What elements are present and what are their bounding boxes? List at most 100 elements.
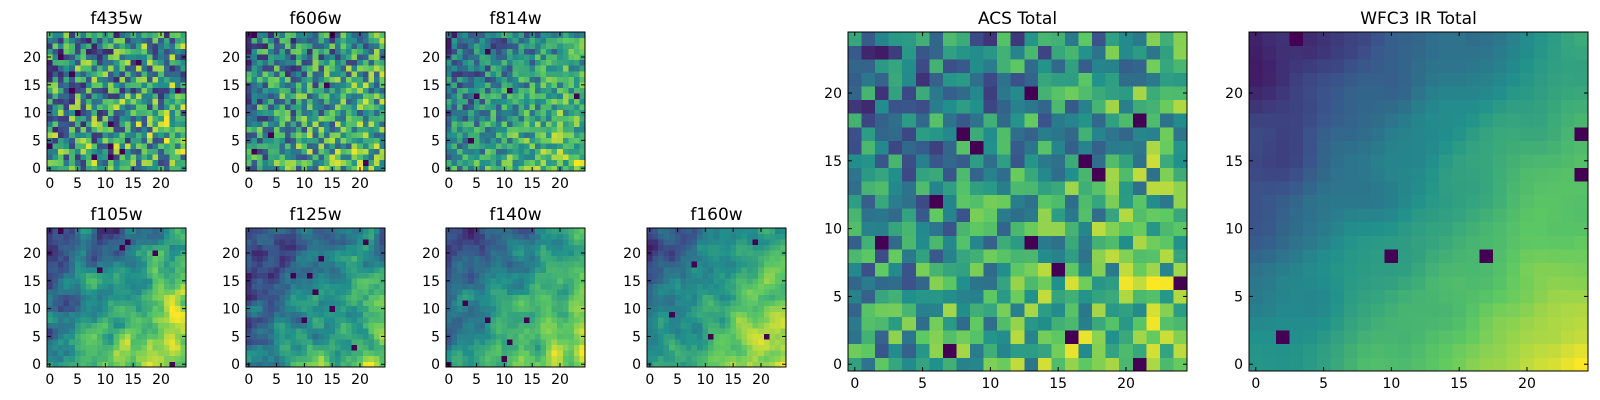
heatmap-cell	[379, 261, 386, 268]
heatmap-cell	[479, 32, 486, 38]
heatmap-cell	[124, 244, 131, 251]
heatmap-cell	[540, 37, 547, 44]
heatmap-cell	[529, 239, 536, 246]
heatmap-cell	[546, 283, 552, 290]
heatmap-cell	[540, 355, 547, 362]
heatmap-cell	[490, 294, 497, 301]
heatmap-cell	[58, 305, 65, 312]
heatmap-cell	[373, 311, 380, 318]
heatmap-cell	[323, 115, 330, 122]
heatmap-cell	[446, 322, 452, 329]
heatmap-cell	[674, 350, 681, 357]
heatmap-cell	[562, 278, 569, 284]
heatmap-cell	[273, 126, 280, 133]
heatmap-cell	[1078, 303, 1093, 318]
heatmap-cell	[468, 32, 475, 38]
heatmap-cell	[658, 311, 665, 318]
heatmap-cell	[708, 233, 715, 240]
heatmap-cell	[473, 294, 480, 301]
heatmap-cell	[351, 43, 358, 50]
heatmap-cell	[373, 104, 380, 111]
heatmap-cell	[102, 300, 109, 307]
heatmap-cell	[52, 65, 59, 72]
heatmap-cell	[540, 250, 547, 257]
heatmap-cell	[47, 104, 53, 111]
heatmap-cell	[534, 126, 541, 133]
heatmap-cell	[362, 305, 369, 312]
heatmap-cell	[334, 87, 341, 94]
heatmap-cell	[997, 357, 1012, 372]
heatmap-cell	[251, 289, 258, 296]
heatmap-cell	[540, 76, 547, 83]
heatmap-cell	[340, 255, 347, 262]
heatmap-cell	[340, 355, 347, 362]
heatmap-cell	[130, 59, 137, 66]
heatmap-cell	[58, 255, 65, 262]
heatmap-cell	[318, 328, 325, 334]
heatmap-cell	[724, 322, 731, 329]
heatmap-cell	[63, 93, 70, 100]
heatmap-cell	[888, 289, 903, 304]
heatmap-cell	[257, 250, 264, 257]
heatmap-cell	[507, 143, 514, 150]
heatmap-cell	[451, 65, 458, 72]
heatmap-cell	[983, 330, 998, 345]
heatmap-cell	[85, 93, 92, 100]
heatmap-cell	[518, 70, 525, 77]
heatmap-cell	[284, 250, 291, 257]
heatmap-cell	[301, 59, 308, 66]
heatmap-cell	[85, 59, 92, 66]
heatmap-cell	[479, 294, 486, 301]
heatmap-cell	[1024, 167, 1039, 182]
heatmap-cells	[47, 228, 187, 368]
heatmap-cell	[152, 137, 159, 144]
heatmap-cell	[929, 167, 944, 182]
heatmap-cell	[307, 239, 314, 246]
heatmap-cell	[1173, 316, 1188, 331]
heatmap-cell	[85, 300, 92, 307]
heatmap-cell	[915, 316, 930, 331]
heatmap-cell	[546, 316, 552, 323]
heatmap-cell	[484, 244, 491, 251]
heatmap-cell	[163, 289, 170, 296]
heatmap-cell	[257, 126, 264, 133]
heatmap-cell	[80, 278, 87, 284]
heatmap-cell	[956, 208, 971, 223]
heatmap-cell	[708, 272, 715, 279]
heatmap-cell	[501, 239, 508, 246]
heatmap-cell	[446, 115, 452, 122]
heatmap-cell	[152, 311, 159, 318]
heatmap-cell	[579, 300, 586, 307]
heatmap-cell	[58, 294, 65, 301]
heatmap-cell	[52, 311, 59, 318]
heatmap-cell	[279, 132, 286, 138]
heatmap-cell	[284, 37, 291, 44]
heatmap-cell	[130, 43, 137, 50]
heatmap-cell	[540, 344, 547, 351]
heatmap-cell	[763, 294, 770, 301]
heatmap-cell	[501, 266, 508, 273]
heatmap-cell	[130, 305, 137, 312]
heatmap-cell	[1132, 357, 1147, 372]
heatmap-cell	[534, 239, 541, 246]
heatmap-cell	[340, 87, 347, 94]
heatmap-cell	[473, 137, 480, 144]
heatmap-cell	[507, 278, 514, 284]
heatmap-cell	[674, 316, 681, 323]
heatmap-cell	[334, 76, 341, 83]
heatmap-cell	[147, 322, 153, 329]
heatmap-cell	[1105, 181, 1120, 196]
heatmap-cell	[102, 328, 109, 334]
heatmap-cell	[724, 328, 731, 334]
heatmap-cell	[446, 70, 452, 77]
heatmap-cell	[557, 120, 564, 127]
heatmap-cell	[1037, 181, 1052, 196]
heatmap-cell	[296, 255, 302, 262]
heatmap-cell	[373, 244, 380, 251]
heatmap-cell	[63, 244, 70, 251]
heatmap-cell	[763, 239, 770, 246]
heatmap-cell	[135, 244, 142, 251]
heatmap-cell	[69, 115, 76, 122]
heatmap-cell	[329, 37, 336, 44]
